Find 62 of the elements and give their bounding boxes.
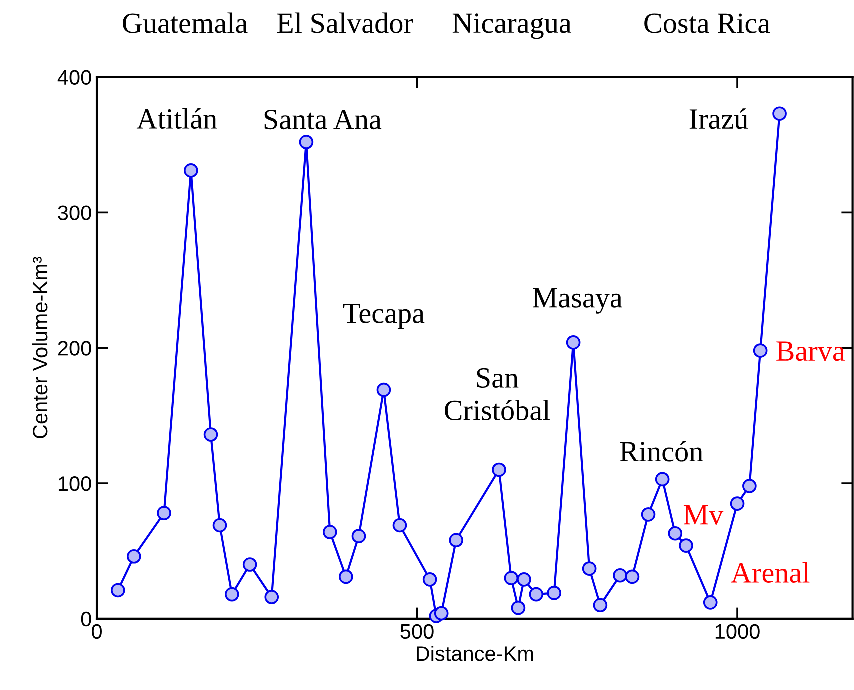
- point: [204, 428, 218, 442]
- point: [679, 538, 694, 553]
- point: [127, 549, 142, 564]
- point: [422, 572, 438, 587]
- point: [730, 496, 745, 511]
- point: [449, 533, 464, 548]
- y-tick-label: 300: [58, 206, 92, 220]
- point: [593, 598, 608, 613]
- point: [434, 606, 449, 621]
- point: [242, 558, 258, 572]
- point: [352, 529, 366, 544]
- point: [753, 344, 768, 358]
- annotation: Tecapa: [343, 304, 425, 330]
- x-tick-label: 1000: [716, 624, 760, 640]
- annotation: Arenal: [731, 562, 810, 583]
- text: Guatemala: [123, 12, 248, 34]
- point: [655, 472, 670, 487]
- point: [212, 518, 228, 533]
- point: [323, 525, 338, 540]
- point: [547, 586, 562, 600]
- annotation: Mv: [684, 506, 724, 525]
- text: El Salvador: [277, 12, 414, 34]
- y-tick-label: 200: [58, 341, 92, 356]
- point: [339, 570, 354, 584]
- point: [184, 164, 198, 178]
- y-tick-label: 0: [81, 612, 92, 627]
- annotation: Irazú: [690, 108, 748, 130]
- point: [110, 583, 126, 598]
- point: [299, 135, 314, 150]
- point: [625, 570, 640, 584]
- point: [504, 571, 519, 586]
- point: [511, 600, 526, 616]
- annotation: Atitlán: [136, 108, 218, 130]
- annotation: Masaya: [533, 288, 622, 314]
- point: [582, 562, 597, 576]
- point: [772, 106, 787, 121]
- point: [492, 462, 506, 478]
- point: [742, 479, 757, 494]
- point: [668, 526, 683, 541]
- y-tick-label: 400: [58, 70, 92, 86]
- point: [566, 336, 581, 350]
- annotation: Santa Ana: [264, 110, 382, 130]
- point: [641, 508, 656, 522]
- point: [376, 382, 392, 398]
- text: Nicaragua: [452, 14, 572, 40]
- x-tick-label: 500: [400, 624, 434, 640]
- annotation: Rincón: [620, 441, 704, 462]
- x-tick-label: 0: [92, 624, 102, 640]
- annotation: Barva: [776, 342, 845, 362]
- point: [613, 568, 628, 583]
- point: [392, 518, 408, 533]
- point: [517, 572, 532, 587]
- text: Costa Rica: [644, 14, 770, 34]
- point: [264, 590, 280, 604]
- point: [225, 587, 240, 602]
- point: [157, 506, 172, 520]
- point: [703, 596, 718, 610]
- x-axis-title: Distance-Km: [417, 646, 534, 662]
- y-tick-label: 100: [58, 476, 92, 492]
- annotation: San Cristóbal: [444, 368, 550, 421]
- y-axis-title: Center Volume-Km³: [32, 257, 48, 439]
- point: [529, 587, 544, 602]
